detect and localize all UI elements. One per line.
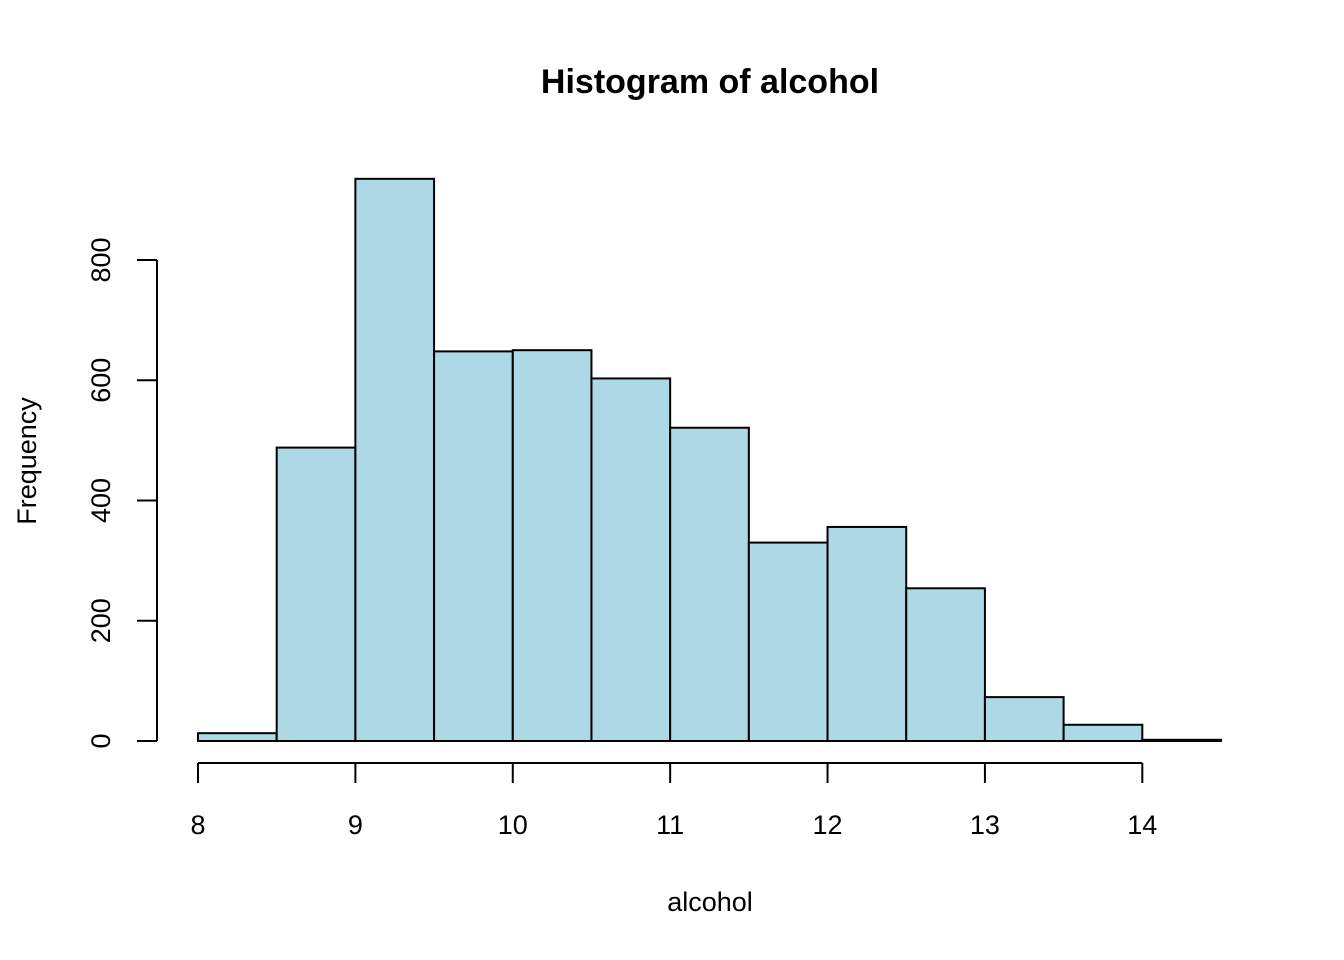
x-tick-label: 8: [190, 810, 205, 840]
histogram-bar: [1062, 723, 1144, 742]
chart-title: Histogram of alcohol: [541, 63, 879, 101]
x-tick-label: 14: [1127, 810, 1157, 840]
y-tick-label: 600: [86, 358, 116, 403]
x-tick-label: 9: [348, 810, 363, 840]
x-tick-label: 13: [970, 810, 1000, 840]
x-axis-label: alcohol: [667, 887, 753, 917]
histogram-bar: [905, 587, 986, 742]
bars-group: [197, 177, 1223, 743]
histogram-bar: [590, 377, 672, 742]
y-tick-label: 800: [86, 237, 116, 282]
x-axis: 8 9 10 11 12 13 14: [190, 762, 1157, 840]
histogram-bar: [354, 177, 436, 743]
y-axis: 0 200 400 600 800: [86, 237, 158, 749]
x-tick-label: 12: [813, 810, 843, 840]
y-tick-label: 400: [86, 478, 116, 523]
y-tick-label: 0: [86, 733, 116, 748]
histogram-bar: [511, 349, 593, 742]
histogram-bar: [669, 426, 750, 742]
histogram-bar: [275, 446, 357, 742]
histogram-bar: [1141, 738, 1223, 742]
y-tick-label: 200: [86, 598, 116, 643]
x-tick-label: 10: [498, 810, 528, 840]
histogram-bar: [826, 525, 908, 743]
histogram-bar: [433, 350, 514, 742]
histogram-bar: [983, 696, 1065, 743]
histogram-bar: [747, 541, 829, 743]
histogram-bar: [197, 732, 278, 743]
y-axis-label: Frequency: [12, 397, 42, 525]
x-tick-label: 11: [656, 810, 684, 840]
